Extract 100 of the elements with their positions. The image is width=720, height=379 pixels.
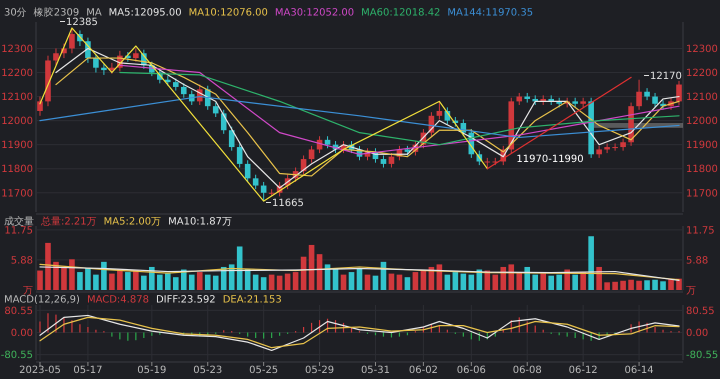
bar xyxy=(452,272,458,290)
bar xyxy=(444,274,450,290)
bar xyxy=(324,264,330,290)
bar xyxy=(380,262,386,290)
candlestick xyxy=(572,97,578,108)
bar xyxy=(484,270,490,290)
y2-tick-label: 12200 xyxy=(686,68,718,80)
bar xyxy=(93,274,99,290)
bar xyxy=(580,272,586,290)
bar xyxy=(604,282,610,290)
y2-tick-label: 12300 xyxy=(686,44,718,55)
bar xyxy=(101,262,107,290)
y-tick-label: 11800 xyxy=(1,164,33,176)
bar xyxy=(436,264,442,290)
y-tick-label: 11900 xyxy=(1,140,33,152)
bar xyxy=(500,266,506,290)
bar xyxy=(77,272,83,290)
y2-tick-label: 11800 xyxy=(686,164,718,176)
candlestick xyxy=(604,142,610,154)
candlestick xyxy=(436,100,442,120)
bar xyxy=(157,274,163,290)
candlestick xyxy=(516,92,522,106)
bar xyxy=(109,274,115,290)
bar xyxy=(388,274,394,290)
candlestick xyxy=(53,48,59,66)
y-tick-label: 5.88 xyxy=(10,255,33,266)
bar xyxy=(524,266,530,290)
bar xyxy=(396,274,402,290)
bar xyxy=(676,278,682,290)
bar xyxy=(516,272,522,290)
y-tick-label: 0.00 xyxy=(10,328,33,339)
bar xyxy=(468,274,474,290)
y2-tick-label: -80.55 xyxy=(686,350,718,362)
candlestick xyxy=(236,142,242,168)
candlestick xyxy=(252,174,258,190)
text: MA60:12018.42 xyxy=(361,8,440,18)
candlestick xyxy=(324,136,330,149)
x-tick-label: 05-25 xyxy=(249,365,278,376)
candlestick xyxy=(165,76,171,86)
annotation: 总量:2.21万 xyxy=(40,216,97,228)
x-tick-label: 06-12 xyxy=(568,365,598,376)
text: MA5:12095.00 xyxy=(108,8,182,18)
bar xyxy=(572,274,578,290)
candlestick xyxy=(93,54,99,74)
x-tick-label: 06-08 xyxy=(512,365,542,376)
text: DIFF:23.592 xyxy=(156,294,216,306)
bar xyxy=(117,270,123,290)
bar xyxy=(228,264,234,290)
bar xyxy=(628,280,634,290)
bar xyxy=(125,272,131,290)
y-tick-label: 12100 xyxy=(1,92,33,104)
bar xyxy=(548,276,554,290)
bar xyxy=(588,236,594,290)
candlestick xyxy=(620,138,626,152)
y2-tick-label: 11900 xyxy=(686,140,718,152)
bar xyxy=(61,266,67,290)
y2-tick-label: 11.75 xyxy=(686,225,715,236)
bar xyxy=(636,280,642,290)
series-label: MACD:4.878 xyxy=(86,294,149,306)
chart-title: MACD(12,26,9) xyxy=(4,294,80,306)
x-tick-label: 06-02 xyxy=(408,365,438,376)
bar xyxy=(508,264,514,290)
bar xyxy=(268,274,274,290)
candlestick xyxy=(404,145,410,156)
y2-tick-label: 12100 xyxy=(686,92,718,104)
price-label: 12385 xyxy=(60,17,98,28)
bar xyxy=(308,244,314,290)
bar xyxy=(348,272,354,290)
bar xyxy=(260,277,266,290)
y2-tick-label: 80.55 xyxy=(686,306,715,317)
candlestick xyxy=(260,181,266,202)
candlestick xyxy=(676,80,682,106)
legend-title: MA xyxy=(86,8,102,18)
bar xyxy=(69,259,75,290)
candlestick xyxy=(308,145,314,164)
y-tick-label: 11700 xyxy=(1,188,33,200)
candlestick xyxy=(380,154,386,168)
bar xyxy=(172,277,179,290)
candlestick xyxy=(580,97,586,108)
bar xyxy=(196,272,203,290)
candlestick xyxy=(484,157,490,170)
y-tick-label: -80.55 xyxy=(0,350,33,362)
bar xyxy=(244,270,250,290)
bar xyxy=(532,274,538,290)
bar xyxy=(45,242,51,290)
x-tick-label: 05-31 xyxy=(360,365,390,376)
bar xyxy=(372,276,378,290)
bar xyxy=(356,268,362,290)
bar xyxy=(652,280,658,290)
chart-title: 成交量 xyxy=(4,216,34,228)
y-tick-label: 12300 xyxy=(1,44,33,55)
text: MA30:12052.00 xyxy=(274,8,354,18)
bar xyxy=(165,274,171,290)
annotation: 11665 xyxy=(272,198,304,209)
candlestick xyxy=(101,64,107,76)
bar xyxy=(428,266,434,290)
bar xyxy=(204,274,211,290)
bar xyxy=(420,270,426,290)
y2-tick-label: 12000 xyxy=(686,116,718,128)
x-tick-label: 05-29 xyxy=(305,365,334,376)
